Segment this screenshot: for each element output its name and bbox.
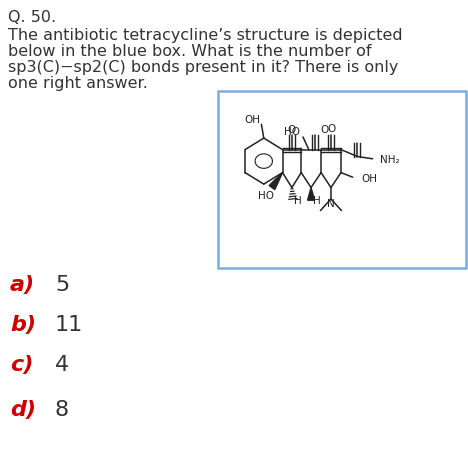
Polygon shape [307,188,314,201]
Text: one right answer.: one right answer. [8,76,148,91]
Text: OH: OH [361,174,377,184]
Text: 11: 11 [55,314,83,334]
Text: OH: OH [244,114,260,124]
Text: below in the blue box. What is the number of: below in the blue box. What is the numbe… [8,44,372,59]
Text: b): b) [10,314,36,334]
Text: H: H [294,195,301,205]
Text: 4: 4 [55,354,69,374]
Text: N: N [327,199,335,209]
Text: O: O [321,124,329,134]
Text: d): d) [10,399,36,419]
Polygon shape [269,173,283,190]
Text: The antibiotic tetracycline’s structure is depicted: The antibiotic tetracycline’s structure … [8,28,402,43]
Text: O: O [288,124,296,134]
Text: c): c) [10,354,33,374]
Text: 5: 5 [55,274,69,295]
Text: sp3(C)−sp2(C) bonds present in it? There is only: sp3(C)−sp2(C) bonds present in it? There… [8,60,398,75]
Text: a): a) [10,274,35,295]
Text: HO: HO [258,191,274,201]
Text: H: H [313,195,321,205]
Bar [218,92,466,268]
Text: O: O [327,124,335,134]
Text: NH₂: NH₂ [380,154,399,165]
Text: 8: 8 [55,399,69,419]
Text: HO: HO [285,127,300,137]
Text: Q. 50.: Q. 50. [8,10,56,25]
